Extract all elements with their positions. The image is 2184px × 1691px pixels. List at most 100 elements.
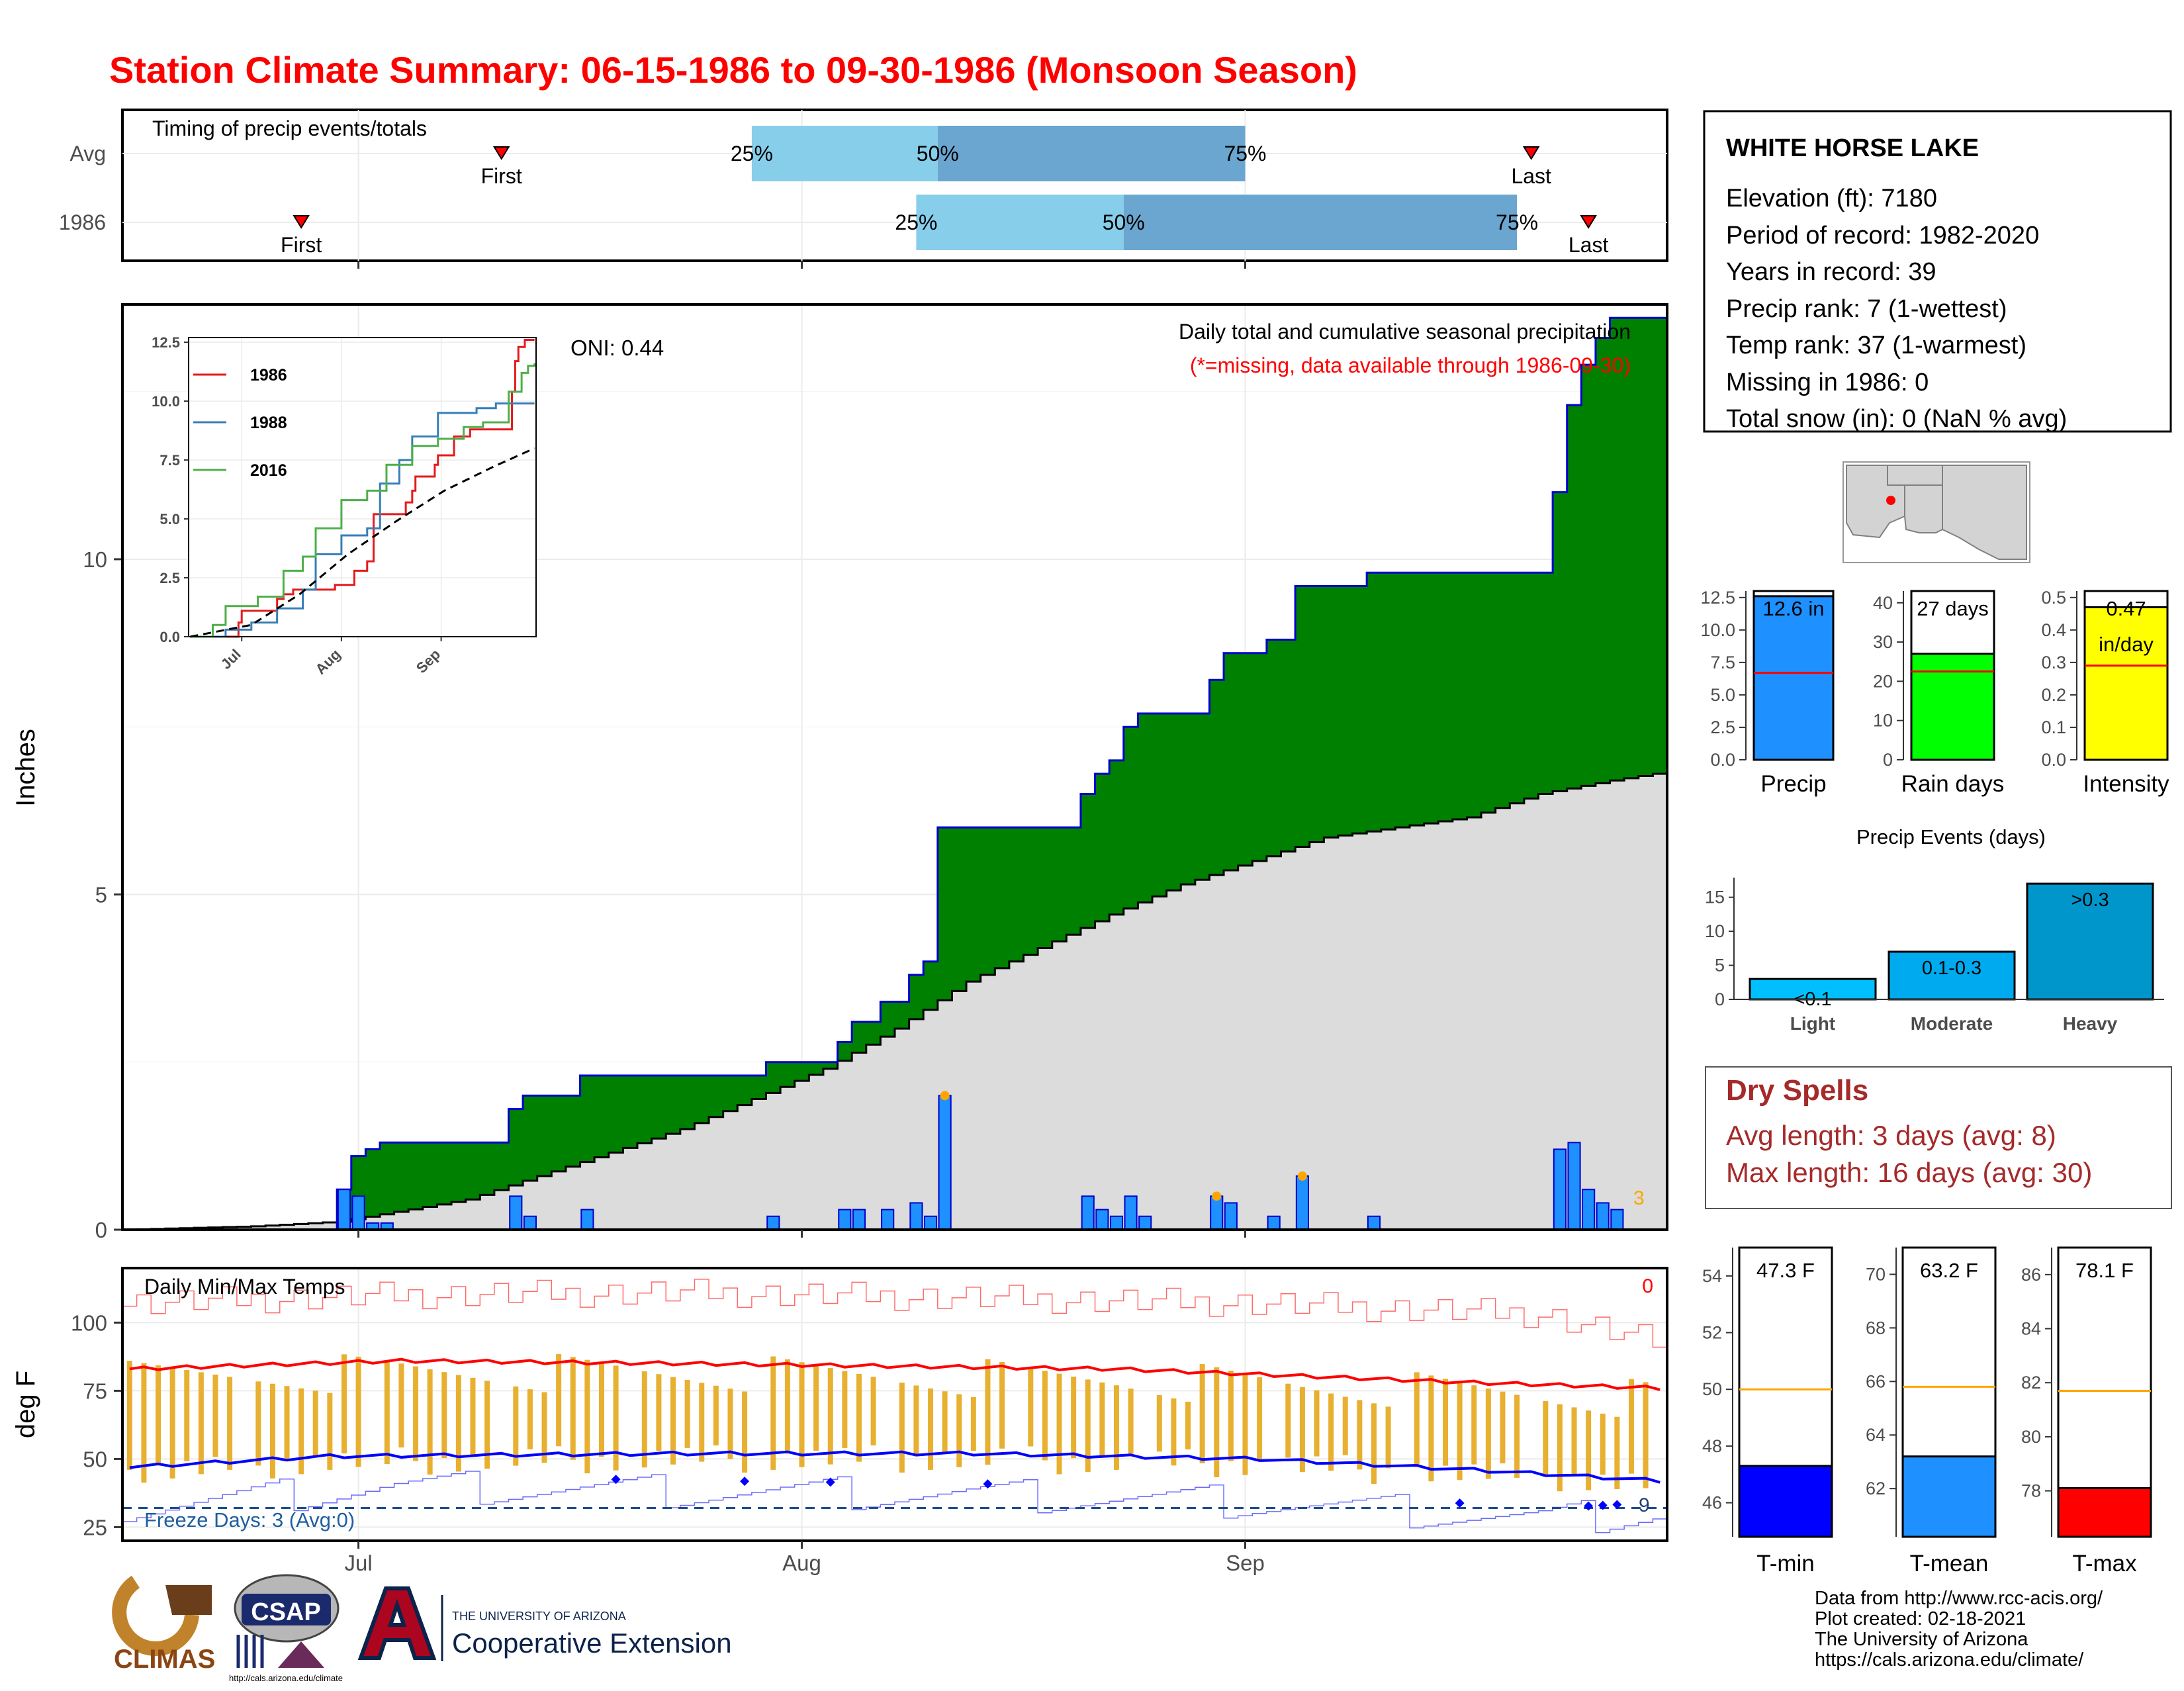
temp-summary-value (1901, 1455, 1997, 1538)
climas-logo-shape (165, 1585, 212, 1615)
csap-logo-text: CSAP (251, 1598, 321, 1626)
wetter-than-avg-area (1123, 727, 1138, 909)
daily-temp-range-bar (284, 1386, 290, 1461)
climas-logo: CLIMAS (112, 1575, 215, 1674)
daily-temp-range-bar (584, 1359, 590, 1474)
wetter-than-avg-area (1080, 794, 1096, 929)
daily-temp-range-bar (1285, 1383, 1291, 1458)
daily-temp-range-bar (1485, 1388, 1491, 1479)
daily-temp-range-bar (598, 1362, 604, 1457)
daily-temp-range-bar (656, 1374, 662, 1451)
daily-temp-range-bar (1342, 1396, 1348, 1455)
wetter-than-avg-area (1095, 774, 1110, 921)
daily-temp-range-bar (1614, 1416, 1620, 1490)
precip-panel-frame (121, 303, 1668, 1231)
daily-precip-bar (1210, 1195, 1224, 1230)
daily-precip-bar (838, 1209, 852, 1230)
daily-temp-range-bar (1628, 1379, 1634, 1474)
wetter-than-avg-area (1653, 318, 1668, 774)
ua-a-mark (357, 1586, 437, 1660)
wetter-than-avg-area (1610, 318, 1625, 781)
inset-legend-label-2016: 2016 (250, 461, 287, 480)
daily-temp-range-bar (1385, 1406, 1391, 1469)
daily-precip-bar (938, 1095, 952, 1231)
timing-bar-q2 (916, 195, 1124, 250)
inset-series-1988 (190, 402, 535, 638)
tmin-avg-line (129, 1450, 1661, 1484)
daily-temp-range-bar (1257, 1377, 1263, 1459)
wetter-than-avg-area (1424, 572, 1439, 824)
freeze-day-marker (1584, 1501, 1594, 1511)
ua-top-text: THE UNIVERSITY OF ARIZONA (452, 1610, 626, 1623)
summary-bar-tick-label: 0.2 (2041, 685, 2066, 705)
wetter-than-avg-area (1553, 492, 1568, 792)
daily-temp-range-bar (742, 1391, 748, 1473)
daily-temp-range-bar (1328, 1393, 1334, 1471)
wetter-than-avg-area (408, 1142, 424, 1210)
daily-temp-range-bar (1600, 1413, 1606, 1475)
daily-precip-marker (1212, 1191, 1222, 1201)
daily-precip-bar (580, 1209, 594, 1230)
daily-precip-bar (881, 1209, 895, 1230)
daily-temp-range-bar (1042, 1371, 1048, 1461)
daily-precip-marker (940, 1091, 950, 1101)
temperature-summary-bars: 46 48 50 52 54 47.3 F T-min 62 64 66 68 70 63.2 F T-m… (1702, 1246, 2152, 1577)
daily-temp-range-bar (1028, 1367, 1034, 1447)
last-event-marker-label: Last (1569, 233, 1609, 257)
daily-temp-range-bar (513, 1386, 519, 1466)
wetter-than-avg-area (1238, 653, 1253, 866)
daily-temp-range-bar (527, 1389, 533, 1449)
footer-data-source: Data from http://www.rcc-acis.org/ (1815, 1588, 2103, 1609)
events-category-label: Moderate (1911, 1013, 1993, 1034)
daily-temp-range-bar (1156, 1394, 1162, 1452)
inset-legend-label-1986: 1986 (250, 366, 287, 385)
daily-precip-bar (1109, 1215, 1124, 1231)
wetter-than-avg-area (1181, 713, 1196, 885)
inset-legend: 1986 1988 2016 (193, 366, 287, 480)
summary-bar-tick-label: 30 (1873, 632, 1893, 652)
footer-url: https://cals.arizona.edu/climate/ (1815, 1649, 2084, 1670)
wetter-than-avg-area (508, 1109, 523, 1186)
temp-summary-bar-t-max: 78 80 82 84 86 78.1 F T-max (2021, 1246, 2152, 1577)
temp-summary-tick-label: 84 (2021, 1319, 2041, 1339)
summary-bar-tick-label: 5.0 (1710, 685, 1735, 705)
daily-temp-range-bar (141, 1363, 147, 1483)
summary-bar-value (1910, 653, 1995, 761)
daily-precip-bar (1295, 1175, 1309, 1231)
actual-cumulative-line (122, 316, 1667, 1231)
timing-bar-q3 (1123, 195, 1518, 250)
footer: CLIMAS CSAP http://cals.arizona.edu/clim… (112, 1574, 2103, 1683)
daily-precip-bar (337, 1189, 351, 1231)
temp-summary-value-label: 63.2 F (1920, 1259, 1978, 1282)
daily-temp-range-bar (441, 1372, 447, 1459)
temp-y-ticks: 25 50 75 100 (71, 1310, 122, 1539)
daily-precip-bar (1596, 1202, 1610, 1231)
freeze-day-marker (983, 1479, 993, 1489)
month-tick-label: Jul (344, 1551, 372, 1575)
csap-logo: CSAP http://cals.arizona.edu/climate (229, 1574, 343, 1683)
temp-y-tick-label: 25 (83, 1515, 107, 1539)
ua-bottom-text: Cooperative Extension (452, 1627, 732, 1659)
temp-summary-tick-label: 54 (1702, 1266, 1722, 1286)
daily-temp-range-bar (928, 1388, 934, 1470)
freeze-day-marker (825, 1477, 835, 1487)
wetter-than-avg-area (1281, 639, 1296, 852)
summary-bar-label: Rain days (1901, 771, 2005, 797)
daily-temp-range-bar (770, 1356, 776, 1470)
daily-precip-bar (1267, 1215, 1281, 1231)
month-tick-label: Sep (1226, 1551, 1265, 1575)
daily-temp-range-bar (556, 1353, 562, 1447)
wetter-than-avg-area (680, 1075, 696, 1130)
summary-bar-tick-label: 10 (1873, 711, 1893, 731)
daily-temp-range-bar (1471, 1385, 1477, 1465)
daily-temp-range-bar (842, 1371, 848, 1448)
summary-bar-tick-label: 0.4 (2041, 620, 2066, 640)
temp-summary-label: T-max (2072, 1551, 2137, 1577)
daily-temp-range-bar (156, 1365, 161, 1466)
timing-label-25: 25% (731, 142, 773, 165)
timing-label-25: 25% (895, 210, 937, 234)
daily-precip-bar (509, 1195, 523, 1230)
daily-temp-range-bar (1500, 1391, 1506, 1464)
summary-bar-rain-days: 0 10 20 30 40 27 days Rain days (1873, 590, 2005, 797)
daily-temp-range-bar (327, 1393, 333, 1470)
